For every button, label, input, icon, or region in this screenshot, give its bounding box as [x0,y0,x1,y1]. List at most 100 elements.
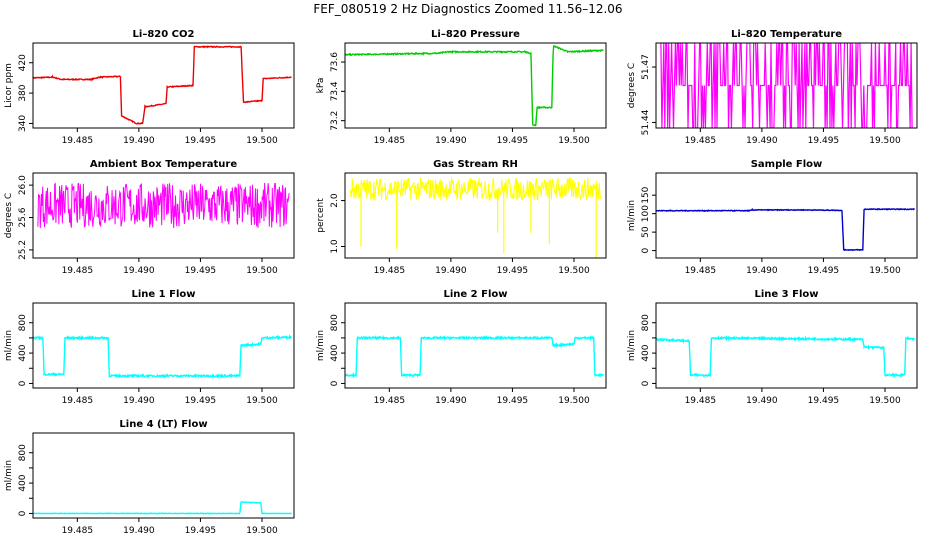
line1-xtick-label-2: 19.495 [185,396,217,406]
line4-series-line [33,501,292,515]
pressure-title: Li–820 Pressure [431,29,520,40]
li_temp-xtick-label-0: 19.485 [685,136,717,146]
box_temp-title: Ambient Box Temperature [90,159,237,170]
sample_flow-title: Sample Flow [751,159,823,170]
line1-ytick-label-0: 0 [18,380,28,386]
line4-title: Line 4 (LT) Flow [119,419,207,430]
li_temp-ylabel: degrees C [627,63,637,108]
co2-xtick-label-2: 19.495 [185,136,217,146]
sample_flow-xtick-label-0: 19.485 [685,266,717,276]
line3-xtick-label-1: 19.490 [746,396,778,406]
line2-ytick-label-4: 800 [330,314,340,331]
box_temp-series-line [37,182,290,229]
sample_flow-series-line [656,207,915,252]
line3-xtick-label-2: 19.495 [808,396,840,406]
co2-ytick-label-2: 420 [18,54,28,71]
line3-ytick-label-0: 0 [641,380,651,386]
line4-plot-frame [32,432,295,519]
line2-xtick-label-1: 19.490 [435,396,467,406]
co2-ytick-label-0: 340 [18,115,28,132]
pressure-xtick-label-2: 19.495 [497,136,529,146]
line3-xtick-label-3: 19.500 [869,396,901,406]
line3-series-line [656,335,916,378]
line2-ylabel: ml/min [316,330,326,361]
co2-ytick-label-1: 380 [18,84,28,101]
line3-title: Line 3 Flow [755,289,819,300]
line2-ytick-label-0: 0 [330,380,340,386]
box_temp-xtick-label-0: 19.485 [62,266,94,276]
co2-xtick-label-3: 19.500 [246,136,278,146]
line4-ylabel: ml/min [4,460,14,491]
sample_flow-plot-frame [655,172,918,259]
line4-xtick-label-3: 19.500 [246,526,278,536]
li_temp-xtick-label-1: 19.490 [746,136,778,146]
box_temp-plot-frame [32,172,295,259]
panel-rh: Gas Stream RH 19.485 19.490 19.495 19.500 1.0… [316,159,607,276]
panel-box_temp: Ambient Box Temperature 19.485 19.490 19.49… [4,159,295,276]
rh-plot-frame [344,172,607,259]
li_temp-xtick-label-3: 19.500 [869,136,901,146]
panel-line2: Line 2 Flow 19.485 19.490 19.495 19.500 0 400 8… [316,289,607,406]
sample_flow-xtick-label-1: 19.490 [746,266,778,276]
rh-ytick-label-0: 1.0 [330,239,340,254]
line2-plot-frame [344,302,607,389]
box_temp-ytick-label-1: 25.6 [18,207,28,227]
sample_flow-xtick-label-3: 19.500 [869,266,901,276]
rh-xtick-label-2: 19.495 [497,266,529,276]
li_temp-title: Li–820 Temperature [731,29,842,40]
pressure-ytick-label-2: 73.6 [330,52,340,72]
li_temp-xtick-label-2: 19.495 [808,136,840,146]
line1-xtick-label-0: 19.485 [62,396,94,406]
line3-ytick-label-4: 800 [641,314,651,331]
line1-xtick-label-3: 19.500 [246,396,278,406]
line1-title: Line 1 Flow [132,289,196,300]
box_temp-ytick-label-2: 26.0 [18,175,28,195]
pressure-xtick-label-0: 19.485 [374,136,406,146]
co2-plot-frame [32,42,295,129]
sample_flow-ytick-label-3: 150 [641,186,651,203]
co2-xtick-label-1: 19.490 [123,136,155,146]
co2-xtick-label-0: 19.485 [62,136,94,146]
line2-xtick-label-2: 19.495 [497,396,529,406]
rh-xtick-label-0: 19.485 [374,266,406,276]
sample_flow-ylabel: ml/min [627,200,637,231]
rh-xtick-label-3: 19.500 [558,266,590,276]
line1-ylabel: ml/min [4,330,14,361]
sample_flow-ytick-label-1: 50 [641,226,651,238]
line4-xtick-label-1: 19.490 [123,526,155,536]
line3-xtick-label-0: 19.485 [685,396,717,406]
pressure-xtick-label-1: 19.490 [435,136,467,146]
sample_flow-xtick-label-2: 19.495 [808,266,840,276]
panel-sample_flow: Sample Flow 19.485 19.490 19.495 19.500 0 50 10… [627,159,918,276]
panel-co2: Li–820 CO2 19.485 19.490 19.495 19.500 340 380… [4,29,295,146]
co2-series-line [33,45,292,125]
line4-ytick-label-0: 0 [18,510,28,516]
box_temp-xtick-label-2: 19.495 [185,266,217,276]
line2-xtick-label-3: 19.500 [558,396,590,406]
line2-series-line [345,334,604,379]
sample_flow-ytick-label-2: 100 [641,205,651,222]
li_temp-series-line [660,43,913,128]
line1-series-line [33,334,293,379]
line4-xtick-label-0: 19.485 [62,526,94,536]
line4-xtick-label-2: 19.495 [185,526,217,536]
line3-ylabel: ml/min [627,330,637,361]
line2-ytick-label-2: 400 [330,344,340,361]
box_temp-ytick-label-0: 25.2 [18,240,28,260]
panel-li_temp: Li–820 Temperature 19.485 19.490 19.495 19.5… [627,29,918,146]
line4-ytick-label-4: 800 [18,444,28,461]
line3-ytick-label-2: 400 [641,344,651,361]
line1-xtick-label-1: 19.490 [123,396,155,406]
line2-xtick-label-0: 19.485 [374,396,406,406]
line4-ytick-label-2: 400 [18,474,28,491]
li_temp-ytick-label-0: 51.44 [641,109,651,135]
pressure-ylabel: kPa [316,78,326,94]
rh-series-line [349,176,602,202]
rh-ylabel: percent [316,198,326,233]
co2-title: Li–820 CO2 [133,29,195,40]
line1-ytick-label-4: 800 [18,314,28,331]
pressure-xtick-label-3: 19.500 [558,136,590,146]
box_temp-xtick-label-3: 19.500 [246,266,278,276]
panel-line3: Line 3 Flow 19.485 19.490 19.495 19.500 0 400 8… [627,289,918,406]
